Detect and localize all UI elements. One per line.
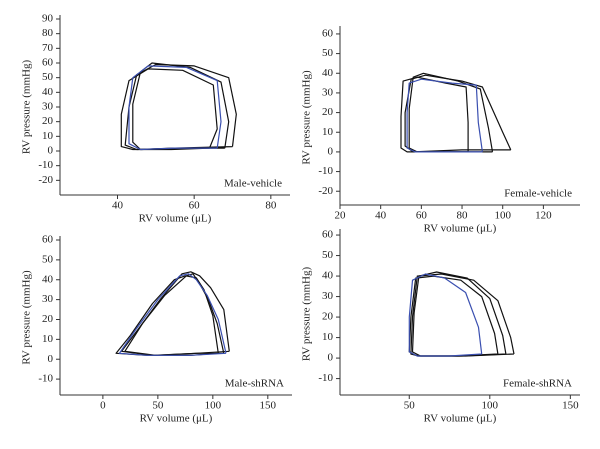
y-tick-label: 20: [42, 313, 54, 325]
x-tick-label: 150: [562, 400, 579, 412]
y-tick-label: 60: [42, 57, 54, 69]
x-tick-label: 0: [100, 400, 106, 412]
x-tick-label: 60: [189, 200, 201, 212]
panel-label: Male-vehicle: [224, 178, 282, 190]
panel-label: Female-vehicle: [504, 188, 572, 200]
x-tick-label: 50: [152, 400, 164, 412]
y-tick-label: 50: [42, 71, 54, 83]
pv-loop: [406, 78, 483, 153]
y-tick-label: 0: [328, 145, 334, 157]
y-tick-label: -20: [38, 174, 53, 186]
x-tick-label: 80: [457, 210, 469, 222]
pv-loop: [408, 72, 494, 153]
y-tick-label: -20: [318, 185, 333, 197]
y-tick-label: 20: [322, 106, 334, 118]
x-axis-label: RV volume (μL): [139, 213, 212, 225]
y-tick-label: 40: [322, 270, 334, 282]
y-tick-label: 80: [42, 27, 54, 39]
y-axis-label: RV pressure (mmHg): [21, 60, 33, 155]
y-tick-label: 30: [42, 293, 54, 305]
y-tick-label: 10: [322, 331, 334, 343]
pv-loop: [128, 65, 222, 151]
y-tick-label: -10: [318, 165, 333, 177]
y-tick-label: 70: [42, 42, 54, 54]
pv-loop: [115, 275, 219, 356]
x-tick-label: 80: [265, 200, 277, 212]
pv-loop: [410, 273, 515, 357]
pv-loop: [411, 271, 507, 357]
y-tick-label: -10: [38, 159, 53, 171]
y-tick-label: 40: [42, 86, 54, 98]
x-tick-label: 50: [404, 400, 416, 412]
y-tick-label: 90: [42, 13, 54, 25]
y-tick-label: 40: [322, 67, 334, 79]
y-tick-label: 0: [328, 352, 334, 364]
y-axis-label: RV pressure (mmHg): [301, 267, 313, 362]
x-tick-label: 100: [205, 400, 222, 412]
y-tick-label: 40: [42, 273, 54, 285]
x-tick-label: 100: [494, 210, 511, 222]
y-axis-label: RV pressure (mmHg): [301, 70, 313, 165]
y-tick-label: 60: [322, 27, 334, 39]
x-tick-label: 150: [260, 400, 277, 412]
y-tick-label: 50: [322, 47, 334, 59]
x-tick-label: 60: [416, 210, 428, 222]
x-tick-label: 40: [375, 210, 387, 222]
y-tick-label: 0: [48, 145, 54, 157]
x-axis-label: RV volume (μL): [424, 223, 497, 235]
y-tick-label: 60: [42, 234, 54, 246]
y-tick-label: -10: [38, 373, 53, 385]
pv-loop: [408, 273, 483, 357]
y-tick-label: 30: [42, 101, 54, 113]
y-tick-label: 50: [322, 249, 334, 261]
y-tick-label: 0: [48, 353, 54, 365]
x-tick-label: 100: [482, 400, 499, 412]
y-tick-label: 30: [322, 86, 334, 98]
x-axis-label: RV volume (μL): [140, 413, 213, 425]
x-axis-label: RV volume (μL): [424, 413, 497, 425]
pv-loop: [408, 275, 499, 357]
panel-label: Male-shRNA: [225, 378, 284, 390]
y-tick-label: 10: [42, 130, 54, 142]
y-tick-label: 20: [42, 115, 54, 127]
y-tick-label: 30: [322, 290, 334, 302]
y-axis-label: RV pressure (mmHg): [21, 270, 33, 365]
pv-loop: [118, 273, 227, 356]
x-tick-label: 120: [535, 210, 552, 222]
panel-label: Female-shRNA: [503, 378, 572, 390]
y-tick-label: 10: [42, 333, 54, 345]
x-tick-label: 20: [335, 210, 347, 222]
y-tick-label: 20: [322, 311, 334, 323]
y-tick-label: 60: [322, 229, 334, 241]
x-tick-label: 40: [112, 200, 124, 212]
y-tick-label: -10: [318, 372, 333, 384]
pv-loop: [404, 74, 512, 153]
y-tick-label: 10: [322, 126, 334, 138]
y-tick-label: 50: [42, 253, 54, 265]
pv-loop: [400, 76, 469, 153]
